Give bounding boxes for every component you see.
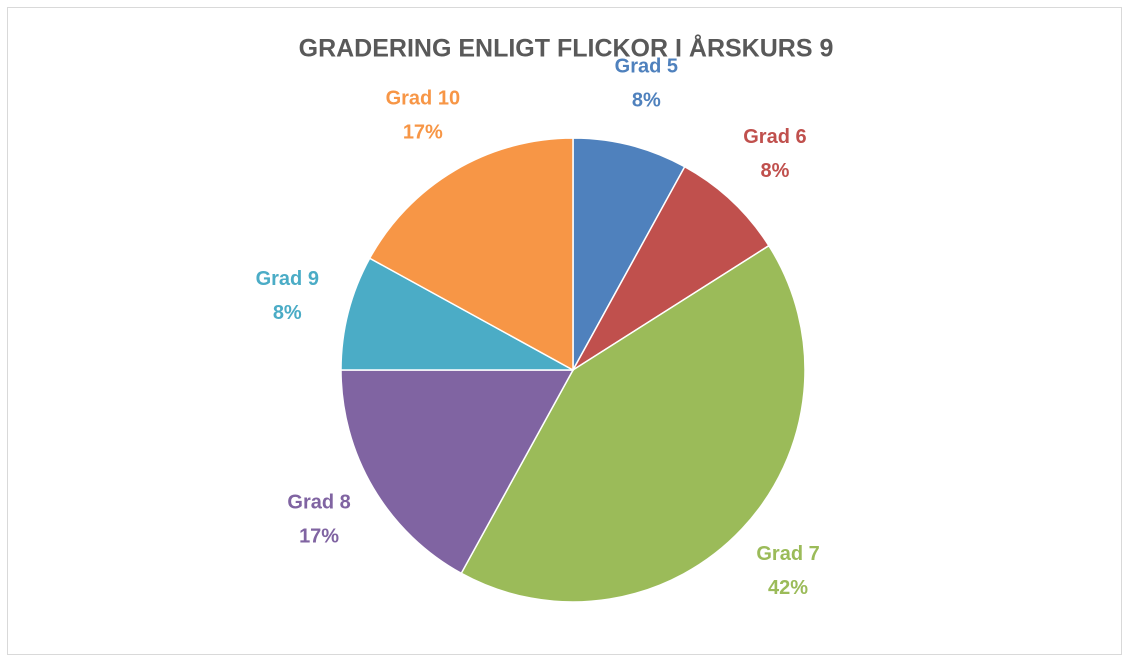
slice-value-label: 8% [273,302,302,324]
slice-category-label: Grad 7 [756,543,819,565]
slice-category-label: Grad 10 [386,87,460,109]
slice-value-label: 8% [632,90,661,112]
pie-slice [460,244,806,603]
slice-category-label: Grad 6 [743,126,806,148]
pie-slice [340,369,575,575]
slice-category-label: Grad 5 [615,56,678,78]
slice-value-label: 17% [403,121,443,143]
pie-slice [572,137,686,371]
slice-value-label: 17% [299,525,339,547]
chart-title: GRADERING ENLIGT FLICKOR I ÅRSKURS 9 [299,34,834,63]
pie-slice [572,165,770,371]
pie-slice [368,137,574,372]
slice-value-label: 8% [760,160,789,182]
slice-category-label: Grad 8 [287,491,350,513]
slice-category-label: Grad 9 [256,268,319,290]
slice-value-label: 42% [768,577,808,599]
pie-slice [340,257,574,371]
